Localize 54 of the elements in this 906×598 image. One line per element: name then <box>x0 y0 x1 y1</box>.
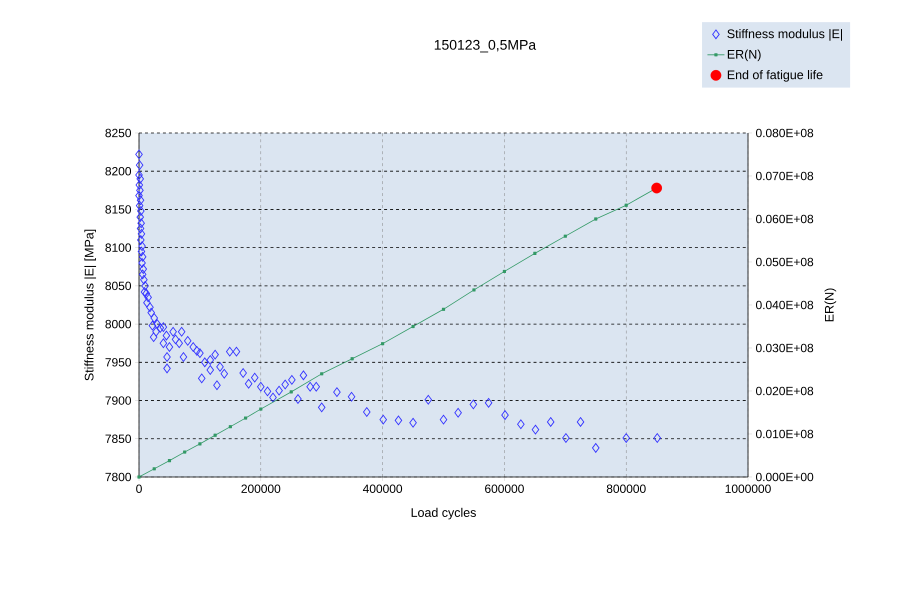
y-tick-label: 8100 <box>105 243 132 252</box>
point <box>472 288 476 292</box>
y-tick-label: 8050 <box>105 282 132 290</box>
x-tick-label: 0 <box>136 484 142 493</box>
point <box>533 252 536 255</box>
point <box>350 357 354 360</box>
chart-title: 150123_0,5MPa <box>434 40 536 52</box>
y2-tick-label: 0.020E+08 <box>756 386 814 396</box>
point <box>168 459 172 462</box>
x-tick-label: 1000000 <box>726 484 771 493</box>
point <box>320 372 324 376</box>
x-tick-label: 400000 <box>362 484 402 493</box>
y-tick-label: 8150 <box>105 205 132 214</box>
x-tick-label: 600000 <box>485 484 524 493</box>
y-tick-label: 8200 <box>105 166 132 176</box>
y-tick-label: 7800 <box>106 472 132 482</box>
y2-axis-title: ER(N) <box>824 288 836 322</box>
x-tick-label: 200000 <box>241 484 280 493</box>
point <box>502 270 506 274</box>
y2-tick-label: 0.040E+08 <box>756 300 814 310</box>
y-tick-label: 7850 <box>106 434 132 443</box>
point <box>594 217 598 221</box>
legend-label: Stiffness modulus |E| <box>727 29 842 41</box>
y-tick-label: 7950 <box>106 358 132 367</box>
point <box>228 425 232 428</box>
y2-tick-label: 0.060E+08 <box>756 214 814 224</box>
point <box>137 475 141 479</box>
point <box>651 182 662 194</box>
point <box>259 407 262 411</box>
y-tick-label: 7900 <box>106 396 132 405</box>
point <box>381 342 384 346</box>
x-tick-label: 800000 <box>606 484 646 493</box>
point <box>442 308 446 311</box>
y2-tick-label: 0.000E+00 <box>756 472 814 482</box>
y-tick-label: 8000 <box>105 320 132 328</box>
y2-tick-label: 0.050E+08 <box>756 258 814 266</box>
legend-label: End of fatigue life <box>728 70 822 82</box>
point <box>290 390 293 394</box>
y-tick-label: 8250 <box>105 128 132 138</box>
x-axis-title: Load cycles <box>412 508 476 520</box>
y2-tick-label: 0.080E+08 <box>756 128 814 138</box>
y-axis-title: Stiffness modulus |E| [MPa] <box>84 230 96 381</box>
point <box>624 204 628 207</box>
y2-tick-label: 0.030E+08 <box>756 344 814 352</box>
point <box>198 442 202 446</box>
point <box>183 450 186 454</box>
y2-tick-label: 0.070E+08 <box>756 172 814 180</box>
point <box>564 234 567 238</box>
legend-label: ER(N) <box>728 50 761 62</box>
point <box>214 434 217 437</box>
y2-tick-label: 0.010E+08 <box>756 430 814 438</box>
point <box>244 416 248 420</box>
point <box>152 467 156 470</box>
point <box>411 324 415 328</box>
